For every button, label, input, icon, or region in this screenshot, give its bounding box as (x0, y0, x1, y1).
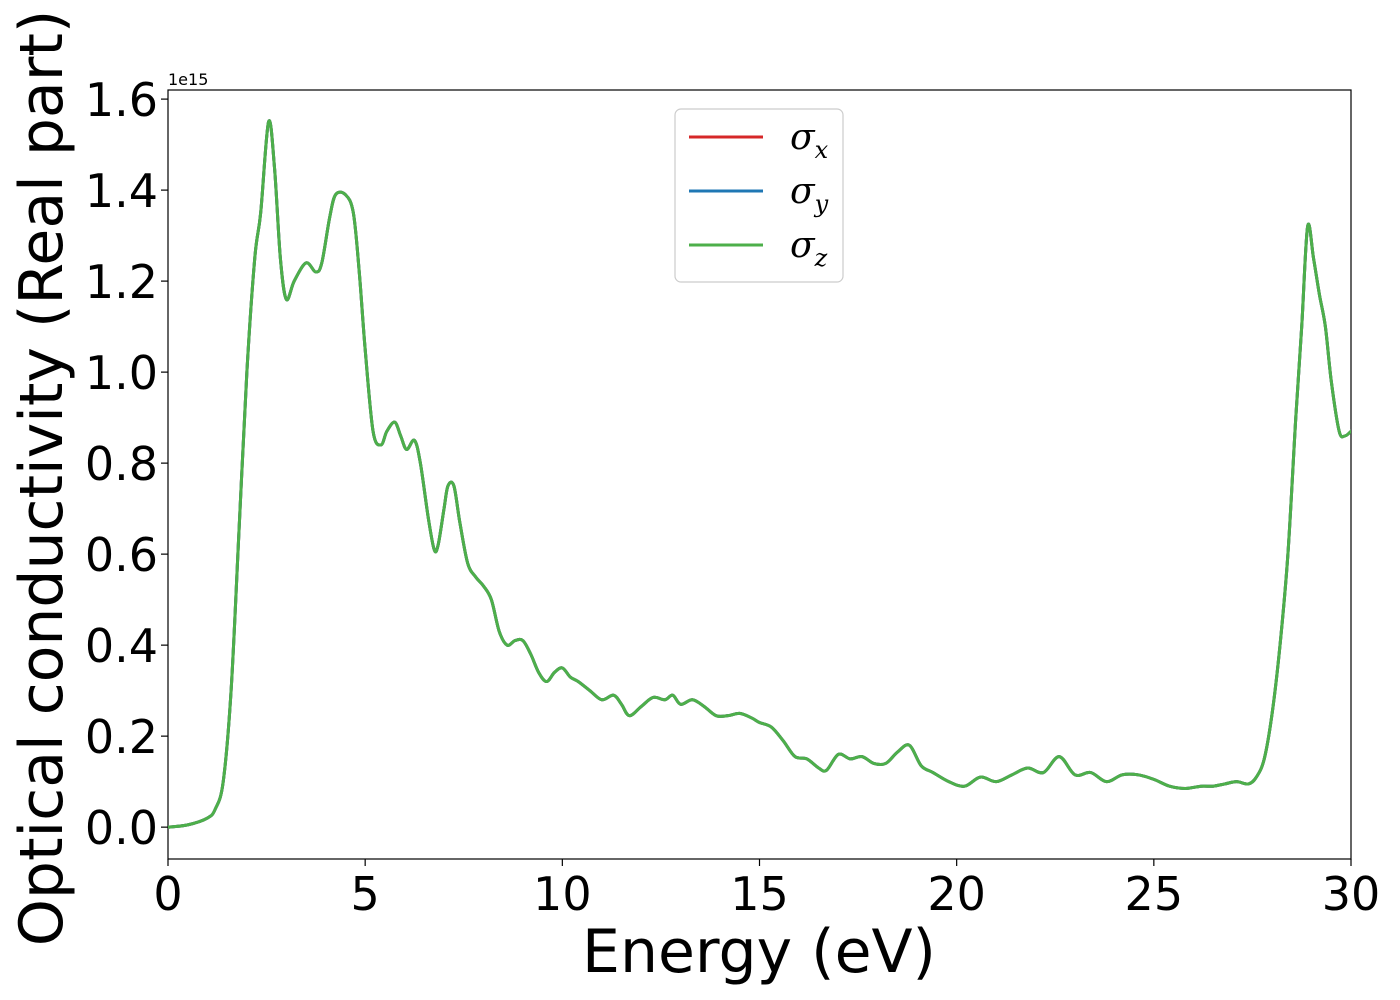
x-tick-label: 10 (533, 867, 592, 921)
y-tick-label: 1.2 (85, 255, 158, 309)
x-tick-label: 20 (927, 867, 986, 921)
x-tick-label: 30 (1322, 867, 1381, 921)
x-tick-label: 15 (730, 867, 789, 921)
x-axis-ticks: 0 5 10 15 20 25 30 (153, 859, 1380, 921)
legend: σx σy σz (674, 108, 844, 283)
y-tick-label: 0.2 (85, 710, 158, 764)
y-tick-label: 0.6 (85, 528, 158, 582)
y-tick-label: 0.0 (85, 801, 158, 855)
y-offset-label: 1e15 (168, 70, 208, 89)
y-tick-label: 1.0 (85, 346, 158, 400)
legend-label-sigma-y: σy (790, 171, 829, 218)
y-tick-label: 0.8 (85, 437, 158, 491)
legend-label-sigma-z: σz (790, 225, 828, 272)
y-axis-label: Optical conductivity (Real part) (7, 10, 77, 947)
x-tick-label: 0 (153, 867, 182, 921)
x-tick-label: 25 (1125, 867, 1184, 921)
y-axis-ticks: 0.0 0.2 0.4 0.6 0.8 1.0 1.2 1.4 1.6 (85, 73, 168, 855)
y-tick-label: 1.6 (85, 73, 158, 127)
y-tick-label: 0.4 (85, 619, 158, 673)
y-tick-label: 1.4 (85, 164, 158, 218)
x-tick-label: 5 (351, 867, 380, 921)
x-axis-label: Energy (eV) (582, 917, 936, 987)
legend-box (674, 108, 844, 283)
series-line-sigma-z (168, 119, 1351, 829)
legend-label-sigma-x: σx (790, 117, 829, 164)
series-layer (168, 119, 1351, 829)
